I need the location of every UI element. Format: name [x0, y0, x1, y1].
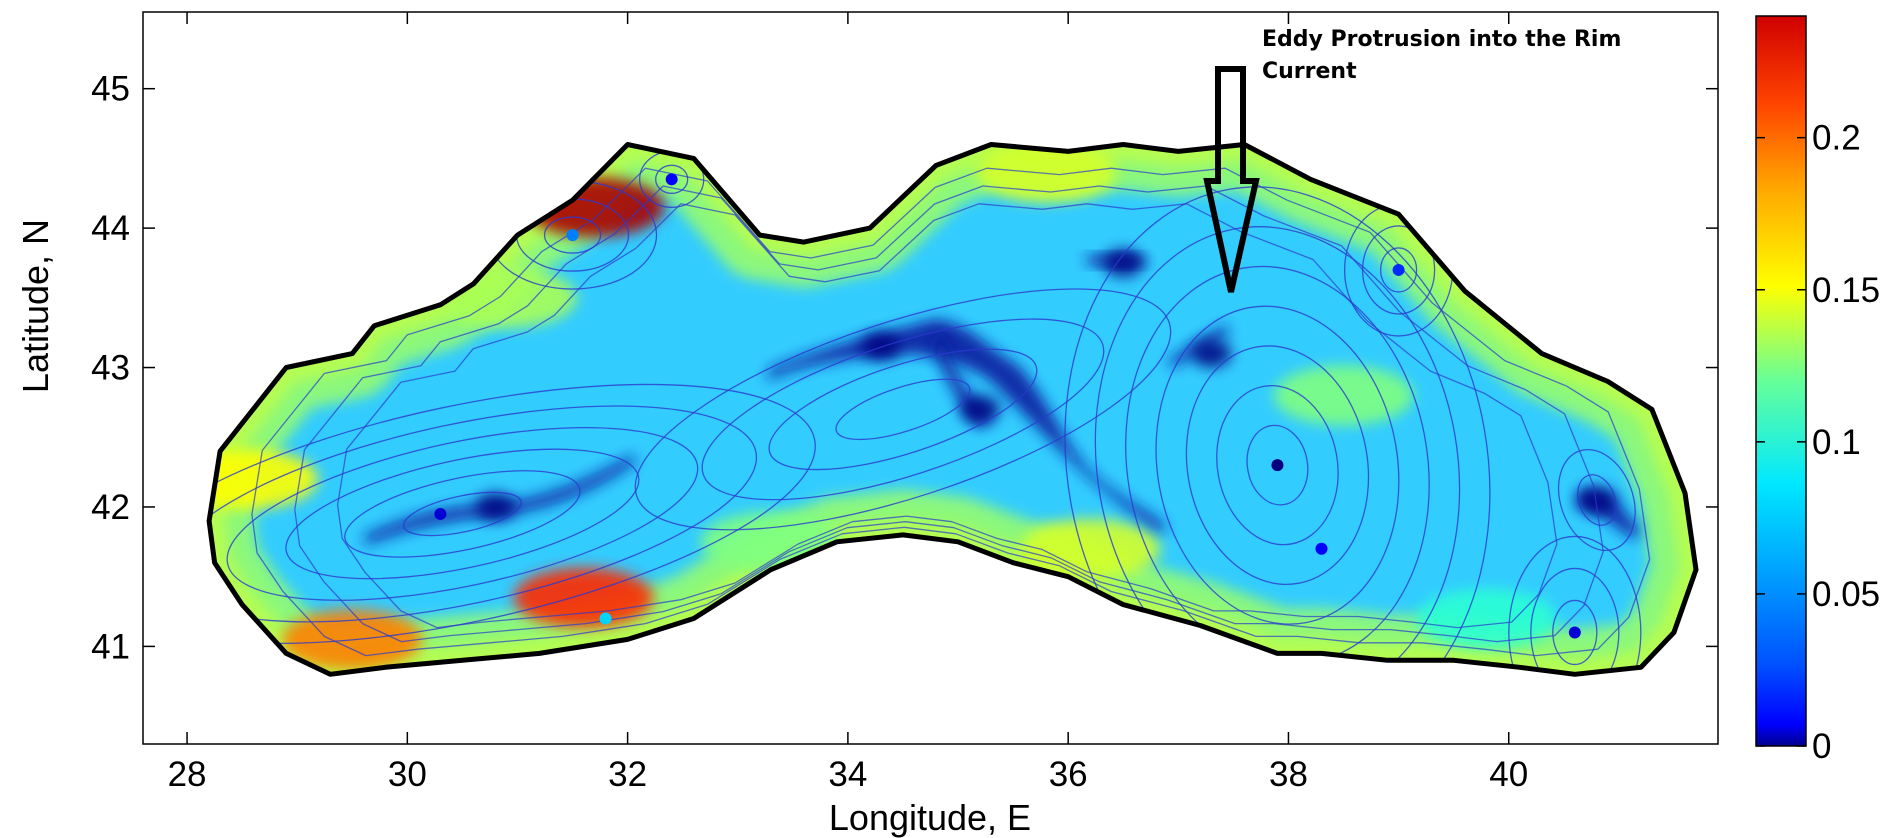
streamline — [1246, 424, 1309, 506]
eddy-center — [1392, 263, 1405, 276]
streamline — [768, 348, 1038, 471]
eddy-center — [1568, 626, 1581, 639]
streamline — [336, 203, 1558, 629]
x-tick-label: 28 — [168, 755, 207, 794]
streamline — [1064, 186, 1491, 675]
streamline — [1379, 247, 1418, 293]
sea-surface — [206, 142, 1699, 677]
y-tick-label: 42 — [91, 488, 130, 527]
low-speed-region — [960, 395, 1001, 424]
colorbar-tick-label: 0.05 — [1812, 575, 1880, 614]
x-axis: 28 30 32 34 36 38 40 — [168, 12, 1528, 794]
eddy-center — [1315, 542, 1328, 555]
streamline — [251, 167, 1651, 657]
annotation-arrow — [1203, 66, 1260, 293]
colorbar-tick-label: 0.1 — [1812, 423, 1861, 462]
annotation-line-1: Eddy Protrusion into the Rim — [1262, 27, 1621, 52]
streamline — [1216, 385, 1339, 546]
low-speed-region — [1191, 339, 1232, 368]
streamline — [835, 378, 971, 441]
streamline — [701, 318, 1105, 501]
streamline — [294, 185, 1604, 643]
streamline — [1185, 345, 1370, 585]
low-speed-region — [1576, 486, 1617, 514]
high-speed-region — [1273, 365, 1414, 426]
eddy-center — [1271, 459, 1284, 472]
streamline — [1508, 535, 1642, 675]
streamline — [209, 383, 816, 645]
streamline — [285, 448, 640, 580]
streamline — [1155, 305, 1400, 625]
low-speed-regions — [365, 248, 1640, 545]
annotation: Eddy Protrusion into the Rim Current — [1203, 27, 1621, 293]
high-speed-region — [513, 567, 654, 628]
streamline — [1577, 474, 1617, 526]
coastline — [206, 142, 1699, 677]
x-tick-label: 36 — [1049, 755, 1088, 794]
x-tick-label: 40 — [1489, 755, 1528, 794]
streamline — [226, 426, 699, 601]
y-axis-label: Latitude, N — [15, 219, 56, 393]
streamline — [543, 216, 602, 254]
streamline — [1552, 599, 1598, 666]
colorbar: 0 0.05 0.1 0.15 0.2 — [1755, 15, 1880, 766]
low-speed-region — [475, 492, 516, 521]
x-tick-label: 34 — [828, 755, 867, 794]
high-speed-region — [976, 144, 1117, 203]
streamline — [1530, 567, 1620, 675]
low-speed-streak — [768, 319, 1168, 532]
x-tick-label: 32 — [608, 755, 647, 794]
eddy-center — [665, 173, 678, 186]
streamline — [209, 405, 758, 623]
colorbar-gradient — [1755, 15, 1807, 747]
x-tick-label: 30 — [388, 755, 427, 794]
eddy-center — [434, 507, 447, 520]
low-speed-region — [1103, 248, 1144, 277]
eddy-centers — [434, 173, 1581, 639]
streamline — [634, 288, 1172, 531]
streamline — [402, 491, 522, 537]
y-tick-label: 44 — [91, 209, 130, 248]
colorbar-tick-label: 0.15 — [1812, 271, 1880, 310]
colorbar-tick-label: 0 — [1812, 727, 1831, 766]
y-tick-label: 45 — [91, 70, 130, 109]
streamline — [655, 164, 689, 194]
eddy-center — [599, 612, 612, 625]
streamline — [344, 470, 581, 558]
x-axis-label: Longitude, E — [829, 797, 1031, 838]
high-speed-region — [1416, 588, 1557, 649]
annotation-line-2: Current — [1262, 59, 1357, 84]
low-speed-streak — [365, 455, 636, 545]
y-axis: 41 42 43 44 45 — [91, 70, 1718, 666]
y-tick-label: 43 — [91, 349, 130, 388]
eddy-center — [566, 229, 579, 242]
colorbar-ticks: 0 0.05 0.1 0.15 0.2 — [1756, 119, 1880, 766]
colorbar-tick-label: 0.2 — [1812, 119, 1861, 158]
x-tick-label: 38 — [1269, 755, 1308, 794]
y-tick-label: 41 — [91, 627, 130, 666]
high-speed-region — [1020, 518, 1161, 579]
